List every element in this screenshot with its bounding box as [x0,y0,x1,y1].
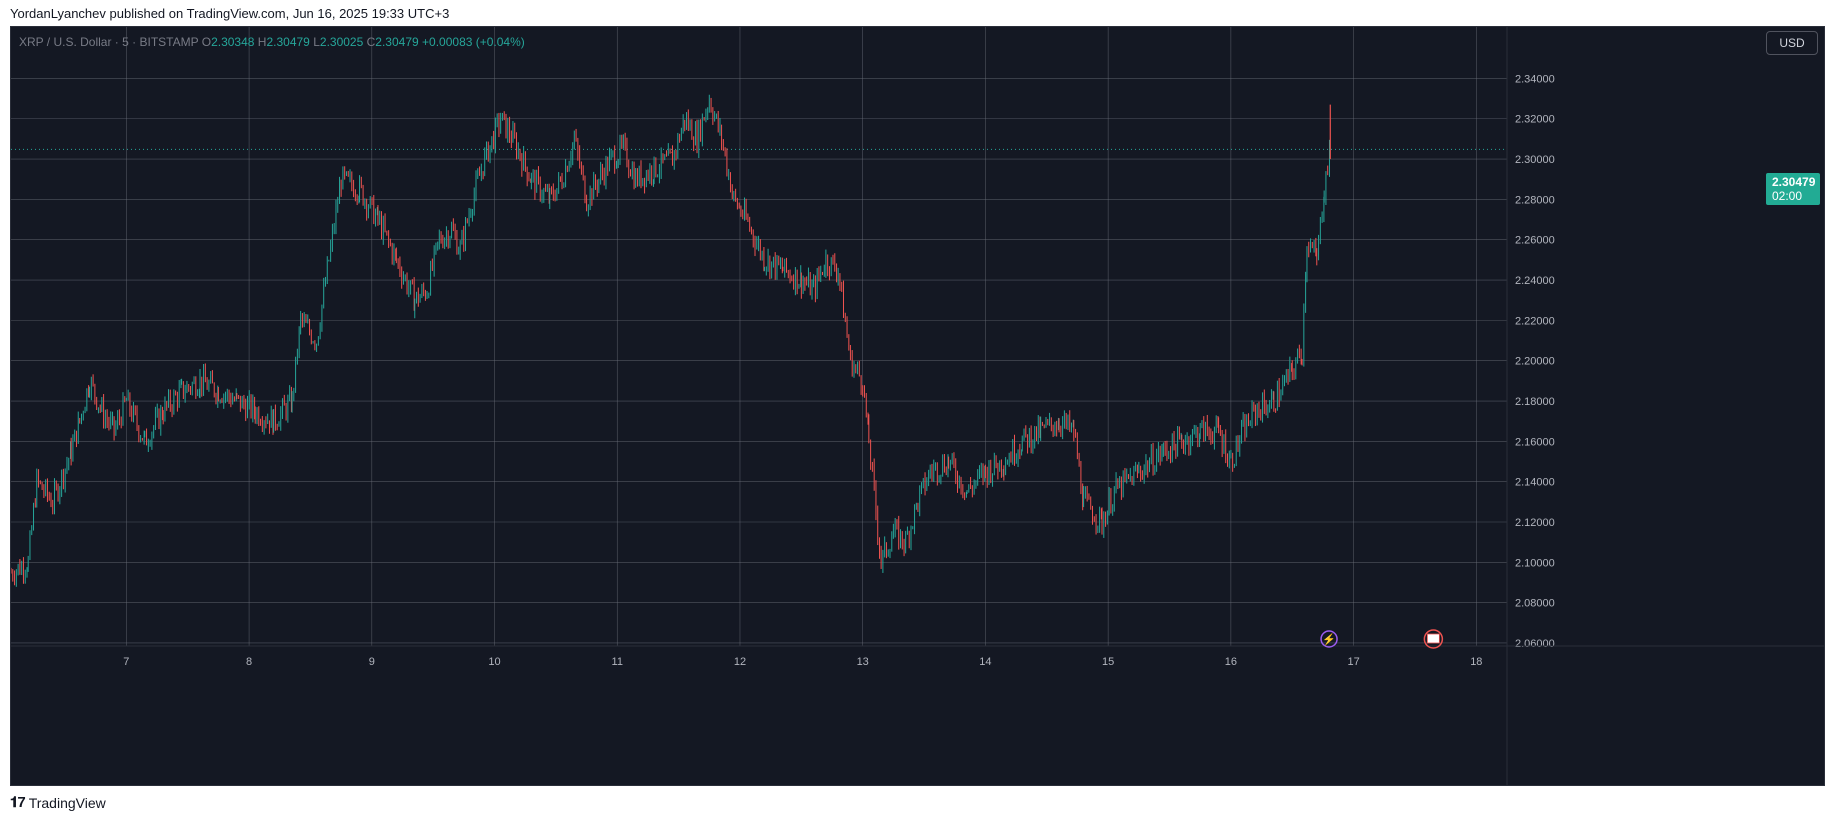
x-tick-label: 17 [1347,656,1359,668]
legend-o-value: 2.30348 [211,35,255,49]
y-tick-label: 2.26000 [1515,235,1555,247]
x-tick-label: 8 [246,656,252,668]
y-tick-label: 2.22000 [1515,315,1555,327]
legend-symbol: XRP / U.S. Dollar · 5 · BITSTAMP [19,35,199,49]
legend-c-label: C [366,35,376,49]
legend-h-label: H [257,35,267,49]
x-tick-label: 15 [1102,656,1114,668]
event-markers: ⚡ [1320,629,1444,649]
y-tick-label: 2.16000 [1515,436,1555,448]
grid-lines [11,27,1507,646]
legend-l-value: 2.30025 [319,35,364,49]
lightning-icon: ⚡ [1322,633,1336,646]
x-tick-label: 10 [488,656,500,668]
legend-change: +0.00083 (+0.04%) [422,35,525,49]
publisher-line: YordanLyanchev published on TradingView.… [10,6,450,21]
price-chart[interactable]: 7 8 9 10 11 12 13 14 15 16 17 18 2.34000 2.32000 2.300… [11,27,1824,785]
symbol-legend: XRP / U.S. Dollar · 5 · BITSTAMP O2.3034… [19,35,525,49]
price-series [11,94,1331,587]
y-tick-label: 2.24000 [1515,275,1555,287]
x-tick-label: 9 [369,656,375,668]
x-tick-label: 18 [1470,656,1482,668]
chart-panel[interactable]: 7 8 9 10 11 12 13 14 15 16 17 18 2.34000 2.32000 2.300… [10,26,1825,786]
legend-c-value: 2.30479 [375,35,419,49]
y-tick-label: 2.30000 [1515,154,1555,166]
tradingview-logo-icon: 𝟏7 [10,794,26,811]
x-tick-label: 12 [734,656,746,668]
legend-h-value: 2.30479 [266,35,310,49]
y-tick-label: 2.10000 [1515,557,1555,569]
y-tick-label: 2.06000 [1515,638,1555,650]
legend-o-label: O [201,35,212,49]
last-price-tag: 2.30479 02:00 [1766,173,1820,205]
x-tick-label: 13 [857,656,869,668]
x-tick-label: 11 [612,656,623,668]
y-tick-label: 2.28000 [1515,194,1555,206]
axes: 7 8 9 10 11 12 13 14 15 16 17 18 2.34000 2.32000 2.300… [11,27,1824,785]
flag-event-icon [1423,629,1444,649]
currency-button[interactable]: USD [1766,31,1818,55]
y-tick-label: 2.34000 [1515,73,1555,85]
x-tick-label: 16 [1225,656,1237,668]
last-price-value: 2.30479 [1772,175,1816,189]
tradingview-logo[interactable]: 𝟏7 TradingView [10,794,106,811]
lightning-event-icon [1320,630,1338,648]
x-tick-label: 7 [123,656,129,668]
y-tick-label: 2.08000 [1515,598,1555,610]
y-tick-label: 2.14000 [1515,477,1555,489]
bar-countdown: 02:00 [1772,189,1803,203]
legend-l-label: L [313,35,320,49]
footer-brand: TradingView [28,794,106,811]
us-flag-icon [1426,633,1440,644]
y-tick-label: 2.20000 [1515,356,1555,368]
y-tick-label: 2.18000 [1515,396,1555,408]
y-tick-label: 2.12000 [1515,517,1555,529]
x-tick-label: 14 [979,656,991,668]
y-tick-label: 2.32000 [1515,114,1555,126]
